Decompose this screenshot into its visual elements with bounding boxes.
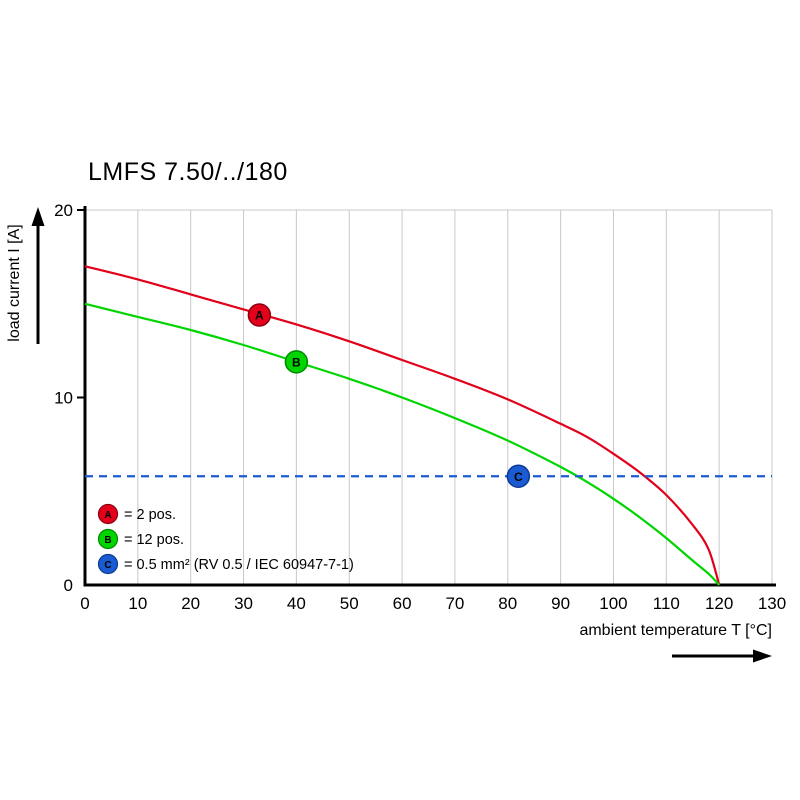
x-tick-label: 20 bbox=[181, 594, 200, 613]
series-C-marker-label: C bbox=[514, 470, 523, 484]
x-tick-label: 50 bbox=[340, 594, 359, 613]
legend-label-C: = 0.5 mm² (RV 0.5 / IEC 60947-7-1) bbox=[124, 557, 354, 573]
x-tick-label: 40 bbox=[287, 594, 306, 613]
legend-marker-letter-B: B bbox=[104, 535, 111, 546]
x-tick-label: 10 bbox=[128, 594, 147, 613]
legend-marker-B bbox=[97, 528, 119, 550]
series-B-curve bbox=[84, 302, 721, 586]
y-tick-label: 0 bbox=[64, 576, 73, 595]
legend-label-A: = 2 pos. bbox=[124, 507, 176, 523]
x-tick-label: 80 bbox=[498, 594, 517, 613]
x-tick-label: 100 bbox=[599, 594, 627, 613]
series-A-marker bbox=[247, 303, 272, 327]
legend-marker-A bbox=[97, 503, 119, 525]
x-tick-label: 0 bbox=[80, 594, 89, 613]
legend-marker-C bbox=[97, 553, 119, 575]
series-B-marker bbox=[284, 350, 309, 374]
x-tick-label: 120 bbox=[705, 594, 733, 613]
x-tick-label: 70 bbox=[445, 594, 464, 613]
x-tick-label: 90 bbox=[551, 594, 570, 613]
series-B-marker-label: B bbox=[292, 355, 301, 369]
x-tick-label: 60 bbox=[393, 594, 412, 613]
legend-label-B: = 12 pos. bbox=[124, 532, 184, 548]
x-axis-arrowhead-icon bbox=[753, 649, 772, 663]
x-axis-label: ambient temperature T [°C] bbox=[579, 622, 772, 639]
y-tick-label: 20 bbox=[54, 201, 73, 220]
x-tick-label: 130 bbox=[758, 594, 786, 613]
x-tick-label: 110 bbox=[653, 594, 680, 613]
series-A-curve bbox=[84, 265, 721, 586]
x-tick-label: 30 bbox=[234, 594, 253, 613]
legend-marker-letter-C: C bbox=[104, 560, 111, 571]
legend-marker-letter-A: A bbox=[104, 510, 111, 521]
y-axis-arrowhead-icon bbox=[31, 207, 45, 226]
series-C-marker bbox=[506, 464, 531, 488]
chart-title: LMFS 7.50/../180 bbox=[88, 158, 288, 186]
series-A-marker-label: A bbox=[255, 309, 264, 323]
y-tick-label: 10 bbox=[54, 389, 73, 408]
